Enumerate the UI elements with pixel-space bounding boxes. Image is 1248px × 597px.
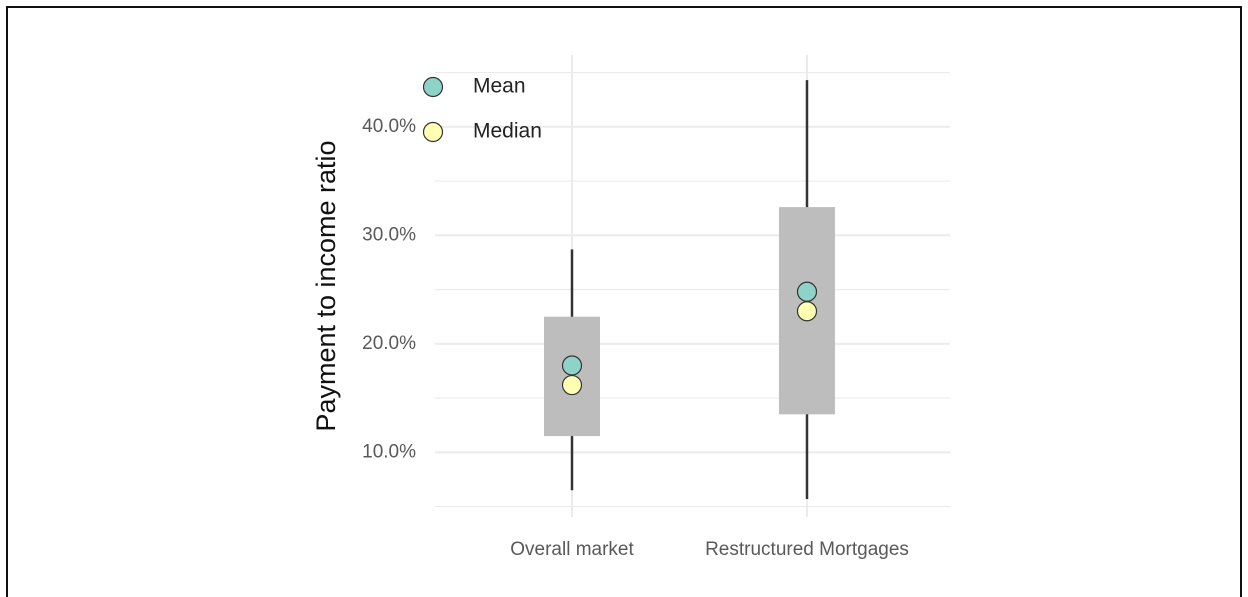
y-tick-label: 10.0% [362,441,416,462]
chart-frame [6,6,1242,597]
y-axis-title: Payment to income ratio [311,140,341,431]
boxes [544,80,835,499]
y-tick-label: 20.0% [362,333,416,354]
x-tick-label: Overall market [510,539,634,560]
tick-labels: 10.0% 20.0% 30.0% 40.0% Overall market Restru… [362,116,909,560]
mean-point [561,355,583,376]
median-point [796,301,818,322]
legend-label: Mean [473,75,526,98]
legend: Mean Median [422,75,542,143]
mean-point [796,281,818,302]
legend-marker [422,76,444,98]
legend-label: Median [473,120,542,143]
legend-marker [422,121,444,143]
y-tick-label: 30.0% [362,224,416,245]
x-tick-label: Restructured Mortgages [705,539,909,560]
y-tick-label: 40.0% [362,116,416,137]
median-point [561,374,583,396]
